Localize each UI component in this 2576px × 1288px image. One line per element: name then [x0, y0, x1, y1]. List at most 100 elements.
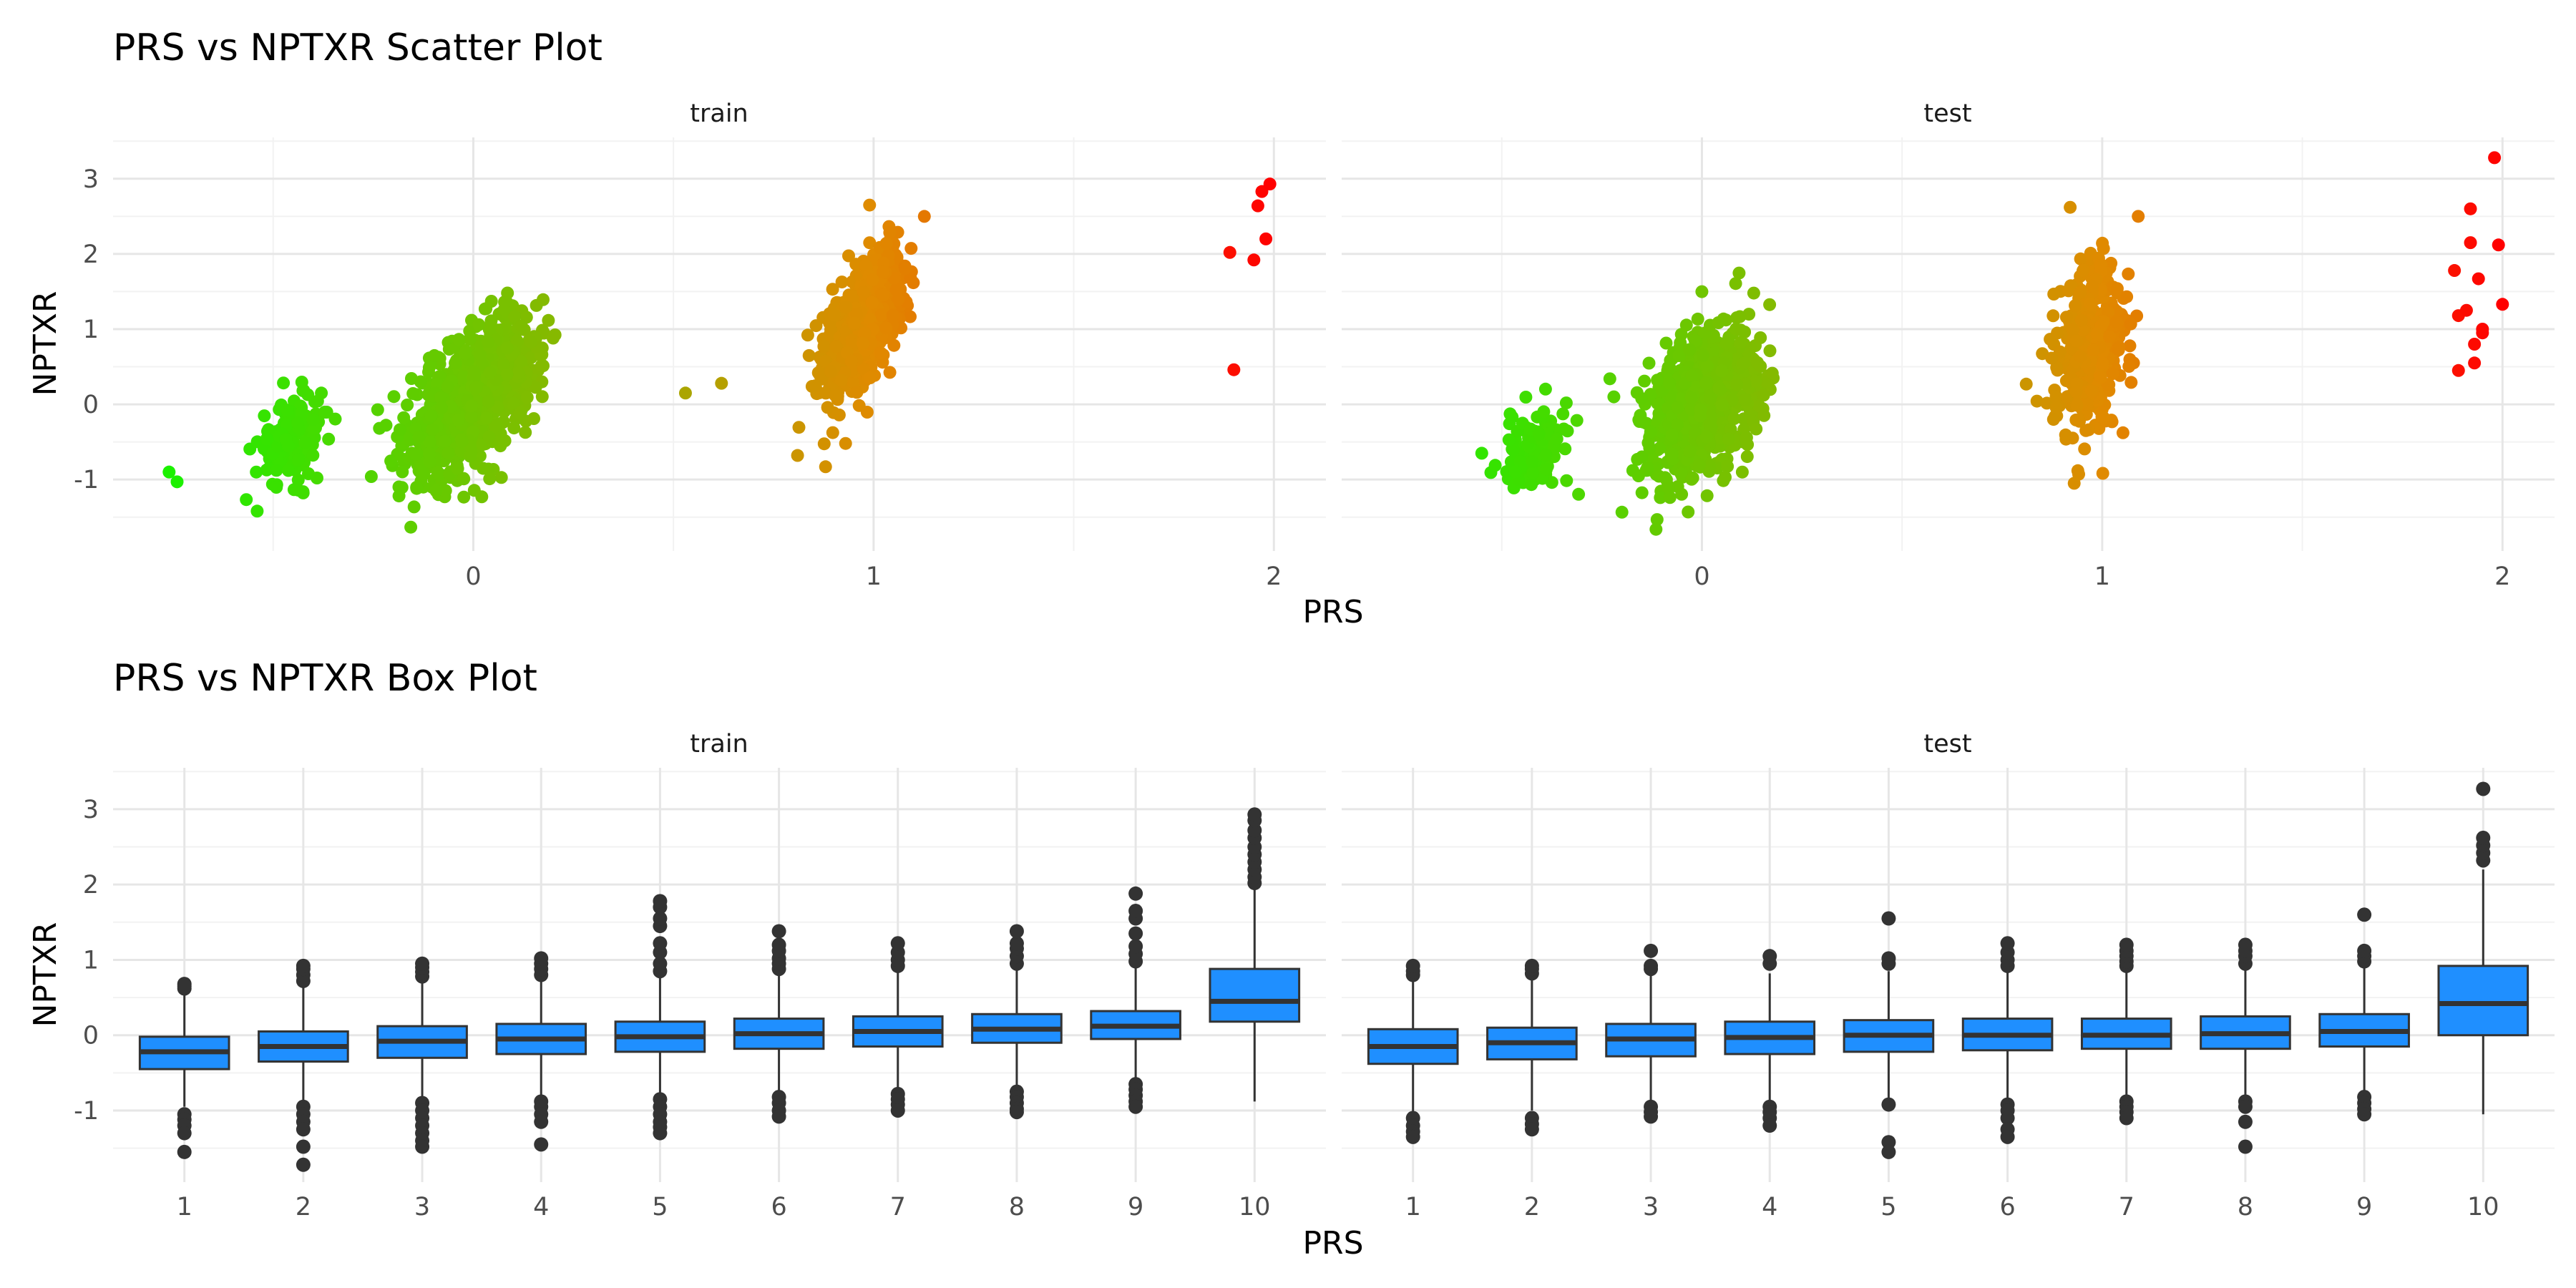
scatter-point [500, 368, 514, 381]
box-10 [1209, 807, 1301, 1102]
x-tick-label: 9 [1128, 1193, 1143, 1221]
scatter-point [258, 409, 271, 423]
scatter-point [1729, 277, 1742, 291]
box-10 [2437, 781, 2529, 1115]
x-tick-label: 1 [1405, 1193, 1421, 1221]
scatter-point [483, 366, 497, 379]
outlier-point [1881, 1097, 1896, 1112]
outlier-point [2000, 1129, 2015, 1144]
scatter-point [2070, 399, 2084, 412]
scatter-point [2464, 202, 2477, 215]
scatter-point [1721, 459, 1735, 473]
scatter-point [1675, 487, 1689, 501]
scatter-point [1699, 430, 1713, 444]
scatter-point [514, 319, 528, 333]
x-tick-label: 4 [533, 1193, 549, 1221]
scatter-point [435, 401, 448, 414]
x-tick-label: 1 [866, 562, 882, 591]
scatter-point [1665, 447, 1679, 461]
scatter-point [482, 336, 494, 349]
scatter-point [2059, 428, 2072, 441]
y-tick-label: 1 [83, 316, 99, 344]
scatter-point [1526, 455, 1539, 468]
scatter-point [1572, 487, 1586, 501]
scatter-point [1537, 405, 1551, 419]
scatter-point [364, 470, 378, 483]
scatter-point [889, 283, 903, 296]
scatter-point [477, 462, 490, 475]
scatter-point [444, 400, 457, 414]
scatter-point [542, 313, 555, 327]
scatter-point [1763, 298, 1777, 311]
scatter-point [2451, 364, 2465, 377]
scatter-point [1659, 471, 1672, 484]
scatter-point [387, 390, 401, 404]
scatter-point [1663, 491, 1677, 504]
scatter-point [279, 433, 293, 447]
outlier-point [177, 1144, 192, 1159]
scatter-point [1519, 391, 1533, 404]
scatter-y-axis-label: NPTXR [27, 291, 64, 396]
scatter-point [2069, 299, 2082, 313]
outlier-point [1009, 1105, 1024, 1120]
scatter-point [396, 465, 409, 479]
scatter-point [1763, 344, 1777, 358]
scatter-point [328, 412, 342, 426]
outlier-point [1762, 949, 1777, 964]
scatter-point [438, 434, 452, 448]
scatter-point [917, 210, 931, 223]
scatter-point [2094, 258, 2107, 271]
outlier-point [1644, 958, 1659, 973]
scatter-point [1700, 489, 1714, 502]
scatter-point [494, 471, 508, 484]
scatter-point [170, 475, 184, 489]
scatter-point [1757, 409, 1771, 422]
scatter-point [1227, 363, 1241, 376]
scatter-point [2492, 238, 2505, 252]
box-8 [2200, 937, 2291, 1154]
scatter-point [240, 493, 253, 507]
outlier-point [2000, 1111, 2015, 1126]
scatter-point [1685, 369, 1699, 382]
outlier-point [1405, 1129, 1420, 1144]
scatter-point [1732, 266, 1746, 280]
scatter-point [298, 436, 312, 449]
scatter-point [1725, 394, 1739, 407]
scatter-point [2045, 351, 2059, 365]
scatter-point [529, 381, 542, 394]
scatter-point [524, 335, 537, 348]
scatter-point [1559, 396, 1573, 410]
scatter-point [1750, 422, 1763, 436]
scatter-point [817, 437, 831, 451]
scatter-point [1570, 414, 1584, 427]
scatter-point [829, 340, 843, 353]
scatter-point [465, 399, 478, 413]
scatter-point [277, 376, 291, 390]
scatter-point [2073, 286, 2087, 299]
scatter-point [1513, 455, 1527, 468]
scatter-point [2084, 384, 2098, 398]
outlier-point [415, 956, 430, 971]
scatter-point [2094, 371, 2107, 384]
x-tick-label: 1 [2094, 562, 2110, 591]
scatter-point [2132, 210, 2145, 223]
scatter-point [489, 419, 502, 432]
scatter-point [866, 273, 879, 287]
outlier-point [534, 1137, 549, 1152]
x-tick-label: 1 [177, 1193, 192, 1221]
scatter-point [519, 426, 532, 439]
scatter-point [1757, 389, 1770, 402]
y-tick-label: 1 [83, 946, 99, 975]
scatter-point [409, 447, 422, 461]
scatter-point [2096, 236, 2109, 250]
scatter-point [883, 366, 897, 379]
scatter-point [1735, 465, 1749, 479]
scatter-point [1701, 359, 1714, 373]
scatter-point [1635, 486, 1649, 499]
scatter-point [1643, 441, 1657, 454]
scatter-point [1737, 412, 1750, 426]
box-4 [495, 951, 587, 1152]
scatter-point [1504, 455, 1518, 469]
scatter-point [1694, 409, 1707, 423]
scatter-point [441, 446, 455, 459]
